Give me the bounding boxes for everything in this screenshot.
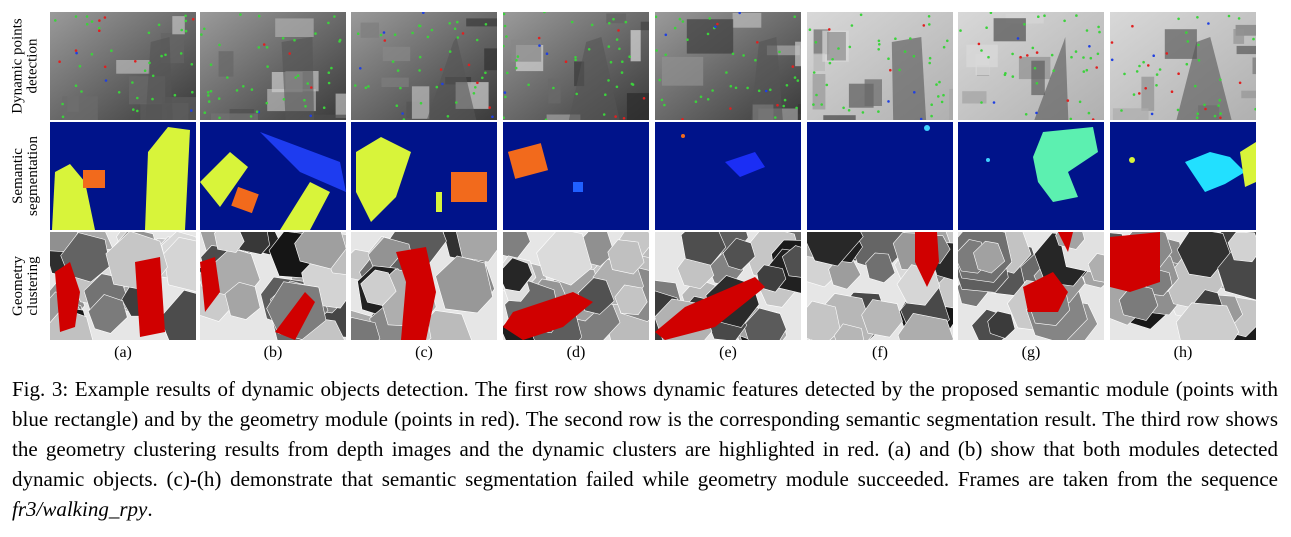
clustering-panel xyxy=(655,232,801,340)
detection-panel xyxy=(200,12,346,120)
subfigure-label: (h) xyxy=(1173,344,1193,361)
caption-sequence-name: fr3/walking_rpy xyxy=(12,497,148,521)
row-label-line: clustering xyxy=(25,256,42,316)
detection-panel xyxy=(351,12,497,120)
figure-3: Dynamic points detection Semantic segmenta… xyxy=(4,12,1256,361)
subfigure-label: (d) xyxy=(566,344,586,361)
row-label-clustering: Geometry clustering xyxy=(4,232,48,340)
segmentation-panel xyxy=(655,122,801,230)
segmentation-panel xyxy=(351,122,497,230)
segmentation-panel xyxy=(1110,122,1256,230)
row-label-detection: Dynamic points detection xyxy=(4,12,48,120)
detection-panel xyxy=(807,12,953,120)
clustering-panel xyxy=(503,232,649,340)
segmentation-panel xyxy=(50,122,196,230)
detection-panel xyxy=(655,12,801,120)
clustering-panel xyxy=(50,232,196,340)
row-label-line: Semantic xyxy=(10,148,27,204)
caption-end: . xyxy=(147,497,153,521)
row-label-line: segmentation xyxy=(25,136,42,216)
subfigure-label: (c) xyxy=(415,344,433,361)
clustering-panel xyxy=(958,232,1104,340)
subfigure-label: (e) xyxy=(719,344,737,361)
row-label-line: Geometry xyxy=(10,256,27,316)
subfigure-label: (b) xyxy=(263,344,283,361)
caption-text: Fig. 3: Example results of dynamic objec… xyxy=(12,377,1278,491)
row-label-segmentation: Semantic segmentation xyxy=(4,122,48,230)
clustering-panel xyxy=(1110,232,1256,340)
detection-panel xyxy=(958,12,1104,120)
clustering-panel xyxy=(807,232,953,340)
segmentation-panel xyxy=(503,122,649,230)
clustering-panel xyxy=(351,232,497,340)
subfigure-label: (f) xyxy=(872,344,888,361)
segmentation-panel xyxy=(958,122,1104,230)
segmentation-panel xyxy=(807,122,953,230)
detection-panel xyxy=(503,12,649,120)
segmentation-panel xyxy=(200,122,346,230)
row-label-line: detection xyxy=(25,38,41,94)
detection-panel xyxy=(1110,12,1256,120)
clustering-panel xyxy=(200,232,346,340)
subfigure-label: (g) xyxy=(1021,344,1041,361)
figure-caption: Fig. 3: Example results of dynamic objec… xyxy=(12,374,1278,524)
subfigure-label: (a) xyxy=(114,344,132,361)
detection-panel xyxy=(50,12,196,120)
